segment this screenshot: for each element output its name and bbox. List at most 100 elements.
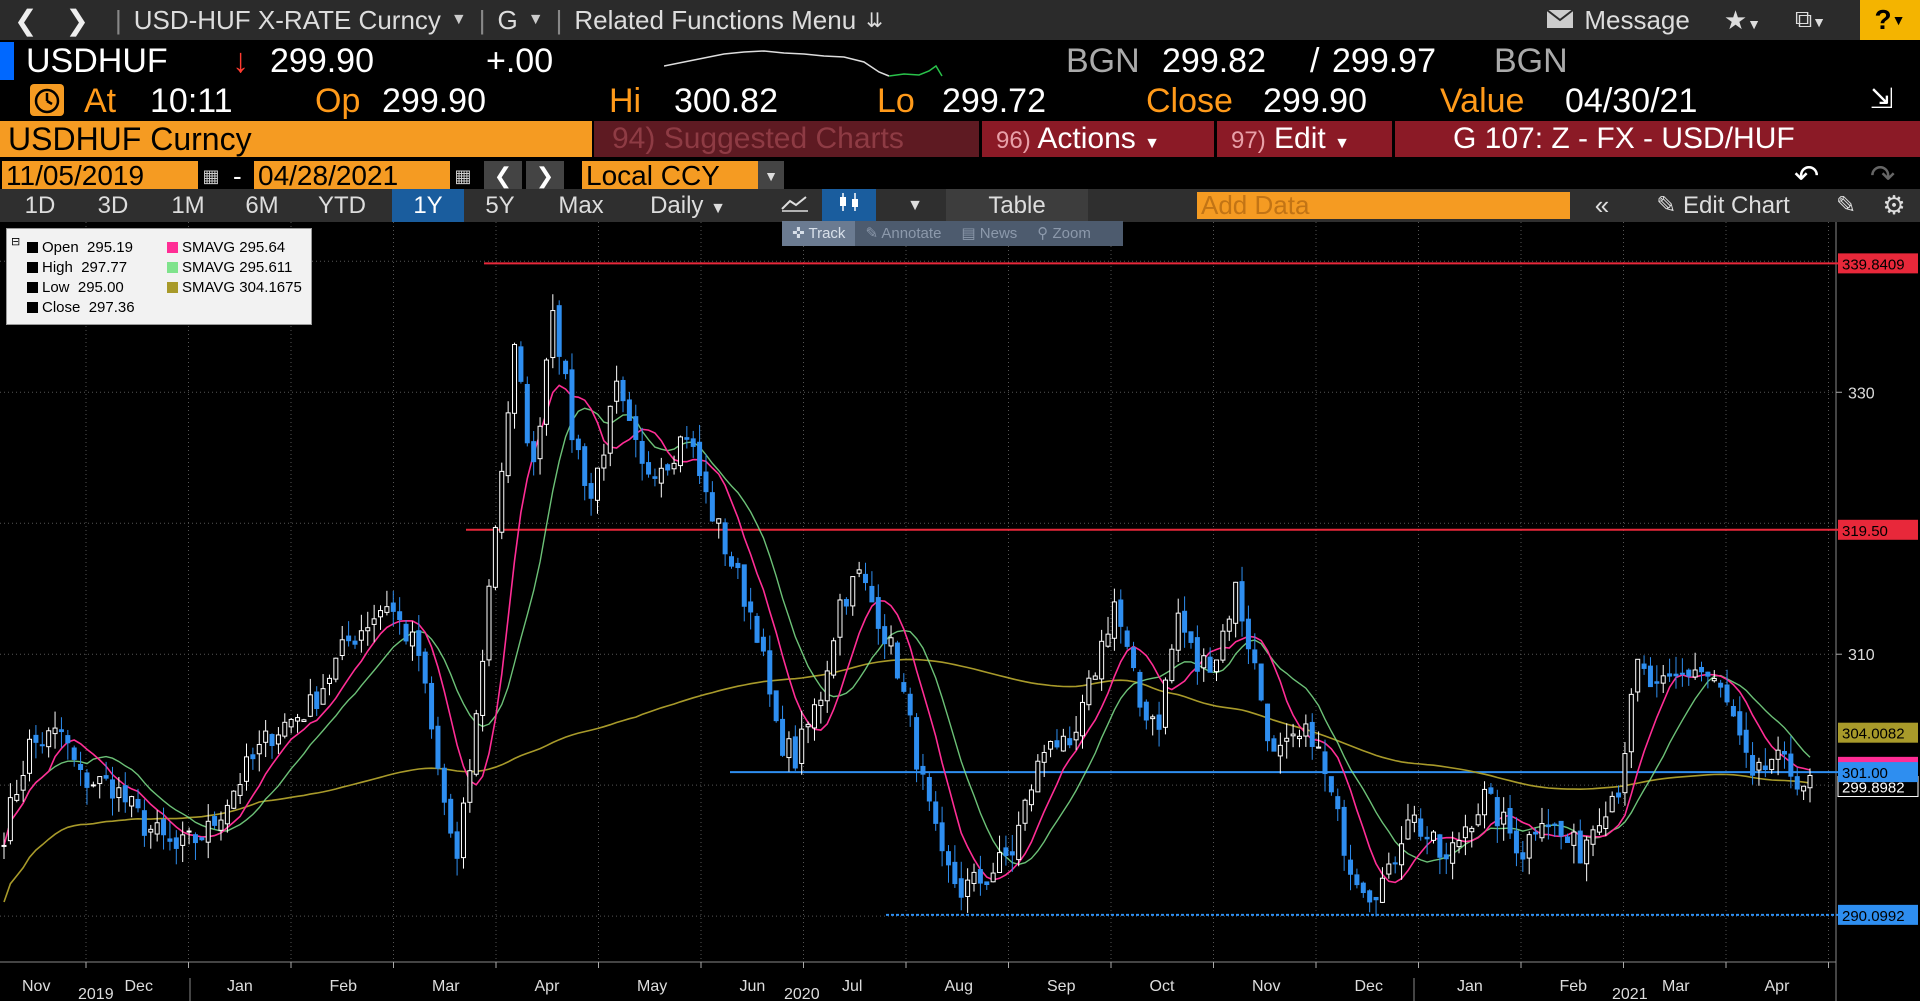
- next-period-button[interactable]: ❯: [526, 161, 564, 191]
- candle-body: [1801, 785, 1807, 792]
- calendar-icon[interactable]: ▦: [454, 166, 472, 186]
- annotate-tool[interactable]: ✎ Annotate: [855, 221, 951, 246]
- candle-body: [1571, 831, 1577, 846]
- candle-body: [1533, 831, 1539, 835]
- export-icon[interactable]: ⧉▼: [1795, 6, 1826, 33]
- level-tag-bg: [1838, 904, 1918, 925]
- level-tag: 339.8409: [1842, 256, 1905, 273]
- candle-body: [914, 717, 920, 770]
- redo-icon[interactable]: ↷: [1870, 160, 1896, 193]
- tab-ytd[interactable]: YTD: [318, 192, 366, 219]
- chevron-left-icon[interactable]: ❮: [14, 4, 38, 36]
- candle-body: [716, 518, 722, 524]
- help-button[interactable]: ? ▼: [1860, 0, 1920, 40]
- prev-period-button[interactable]: ❮: [484, 161, 522, 191]
- candle-body: [863, 573, 869, 584]
- candle-body: [154, 822, 160, 835]
- function-menu[interactable]: G ▼: [498, 5, 544, 36]
- candle-body: [1443, 854, 1449, 860]
- candle-body: [256, 744, 262, 755]
- candle-body: [1590, 829, 1596, 845]
- caret-down-icon: ▼: [1334, 135, 1350, 152]
- zoom-tool[interactable]: ⚲ Zoom: [1027, 221, 1101, 246]
- candlestick-icon[interactable]: [822, 189, 876, 222]
- star-icon[interactable]: ★▼: [1723, 4, 1761, 35]
- legend-high-label: High: [42, 259, 73, 276]
- candle-body: [1609, 795, 1615, 813]
- candle-body: [1252, 649, 1258, 664]
- candle-body: [84, 772, 90, 788]
- line-chart-icon[interactable]: [768, 189, 822, 222]
- edit-button[interactable]: 97) Edit ▼: [1217, 121, 1392, 157]
- related-functions-menu[interactable]: Related Functions Menu ⇊: [574, 5, 883, 36]
- security-box[interactable]: USDHUF Curncy: [0, 121, 592, 157]
- candle-body: [1143, 701, 1149, 721]
- x-tick-label: Jan: [227, 978, 253, 995]
- net-change: +.00: [486, 42, 554, 80]
- candle-body: [1699, 666, 1705, 673]
- undo-icon[interactable]: ↶: [1794, 160, 1820, 193]
- legend-sma-fast-value: 295.64: [239, 239, 286, 256]
- chevron-right-icon[interactable]: ❯: [65, 4, 89, 36]
- collapse-icon[interactable]: «: [1594, 190, 1610, 220]
- security-menu-label: USD-HUF X-RATE Curncy: [133, 4, 441, 35]
- caret-down-icon[interactable]: ▼: [758, 161, 784, 191]
- candle-body: [473, 713, 479, 775]
- tab-1d[interactable]: 1D: [24, 192, 56, 219]
- tab-6m[interactable]: 6M: [245, 192, 279, 219]
- message-button[interactable]: Message: [1546, 5, 1690, 36]
- suggested-charts-button[interactable]: 94) Suggested Charts: [594, 121, 979, 157]
- actions-button[interactable]: 96) Actions ▼: [982, 121, 1214, 157]
- candle-body: [658, 467, 664, 484]
- frequency-select[interactable]: Daily ▼: [626, 189, 750, 222]
- candle-body: [633, 416, 639, 440]
- candle-body: [186, 830, 192, 833]
- end-date-field[interactable]: 04/28/2021: [254, 161, 450, 191]
- x-tick-label: Mar: [432, 978, 460, 995]
- currency-select[interactable]: Local CCY: [582, 161, 758, 191]
- candle-body: [588, 483, 594, 499]
- price-chart[interactable]: 330310304.0082301.4265299.8982339.840931…: [0, 222, 1920, 1001]
- edit-chart-button[interactable]: ✎ Edit Chart: [1630, 189, 1816, 222]
- chart-name: G 107: Z - FX - USD/HUF: [1395, 121, 1920, 157]
- legend-sma-fast: SMAVG 295.64: [167, 239, 285, 256]
- news-tool[interactable]: ▤ News: [951, 221, 1027, 246]
- candle-body: [1399, 843, 1405, 866]
- candle-body: [97, 776, 103, 785]
- chart-canvas[interactable]: 330310304.0082301.4265299.8982339.840931…: [0, 222, 1920, 1001]
- tab-1y[interactable]: 1Y: [392, 189, 464, 222]
- level-tag: 319.50: [1842, 523, 1888, 540]
- tab-3d[interactable]: 3D: [97, 192, 129, 219]
- candle-body: [703, 471, 709, 493]
- candle-body: [1111, 601, 1117, 639]
- candle-body: [1214, 659, 1220, 673]
- edit-num: 97): [1231, 127, 1266, 154]
- gear-icon[interactable]: ⚙: [1882, 190, 1906, 220]
- table-button[interactable]: Table: [946, 189, 1088, 222]
- candle-body: [741, 564, 747, 607]
- legend-high-value: 297.77: [81, 259, 128, 276]
- candle-body: [1048, 740, 1054, 750]
- tab-1m[interactable]: 1M: [171, 192, 205, 219]
- pencil-icon: ✎: [865, 225, 879, 242]
- start-date-field[interactable]: 11/05/2019: [2, 161, 198, 191]
- bid-ask-separator: /: [1310, 42, 1320, 80]
- candle-body: [1035, 760, 1041, 793]
- chart-type-caret-icon[interactable]: ▼: [907, 197, 923, 214]
- candle-body: [1016, 824, 1022, 861]
- tab-max[interactable]: Max: [558, 192, 604, 219]
- candle-body: [282, 721, 288, 737]
- add-data-input[interactable]: Add Data: [1197, 192, 1570, 219]
- track-label: Track: [808, 225, 846, 242]
- annotate-tool-icon[interactable]: ✎: [1835, 192, 1857, 219]
- candle-body: [148, 828, 154, 833]
- level-tag: 290.0992: [1842, 908, 1905, 925]
- track-tool[interactable]: ✜ Track: [782, 221, 856, 246]
- tab-5y[interactable]: 5Y: [485, 192, 515, 219]
- legend-sma-mid: SMAVG 295.611: [167, 259, 292, 276]
- period-toolbar: 1D 3D 1M 6M YTD 1Y 5Y Max Daily ▼ ▼ Tabl…: [0, 189, 1920, 222]
- pop-out-icon[interactable]: ⇲: [1870, 83, 1894, 114]
- calendar-icon[interactable]: ▦: [202, 166, 220, 186]
- security-menu[interactable]: USD-HUF X-RATE Curncy ▼: [134, 5, 467, 36]
- legend-collapse-icon[interactable]: ⊟: [11, 236, 21, 248]
